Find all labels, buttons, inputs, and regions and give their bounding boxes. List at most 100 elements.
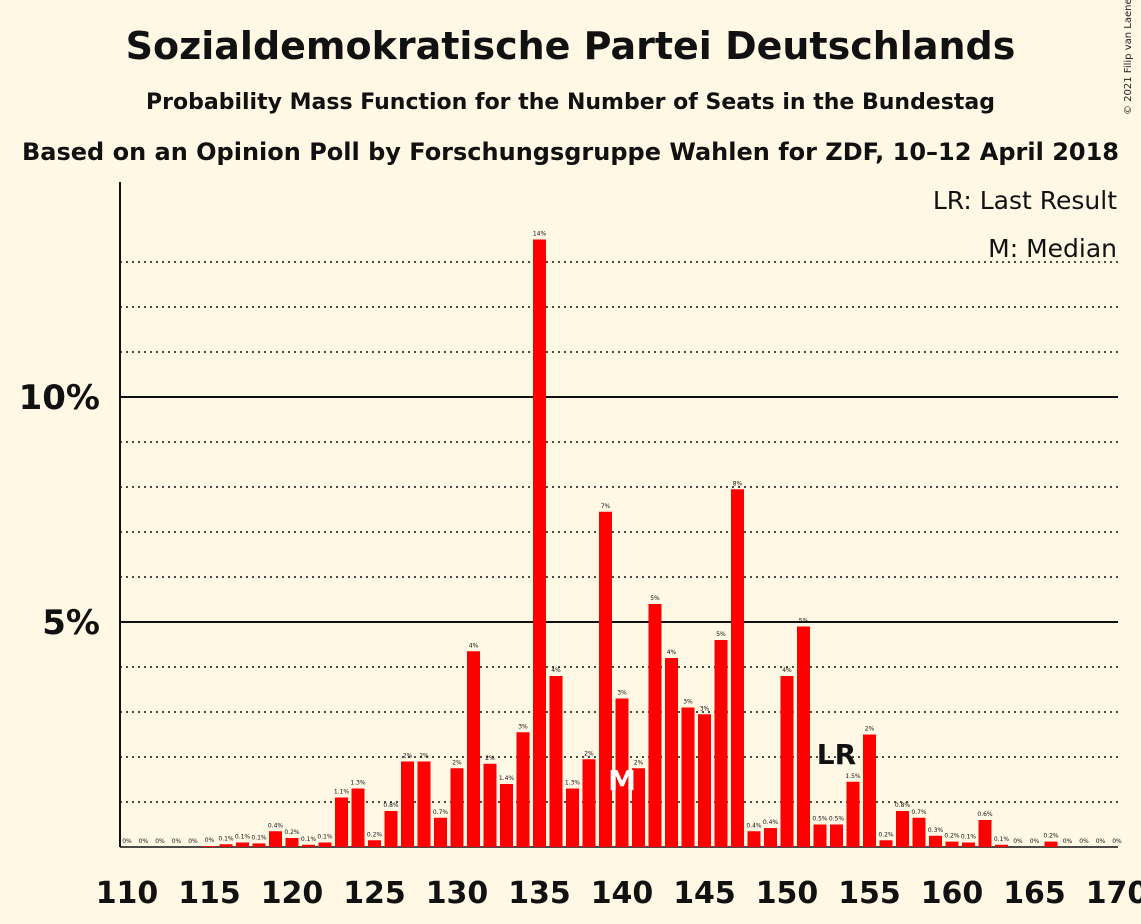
bar-seat-154 [846, 781, 860, 847]
bar-value-label: 0.7% [433, 809, 449, 816]
chart-title: Sozialdemokratische Partei Deutschlands [125, 24, 1016, 68]
x-tick-label: 110 [96, 876, 159, 911]
bar-value-label: 0.1% [251, 834, 267, 841]
bar-value-label: 1.3% [565, 780, 581, 787]
bar-value-label: 2% [865, 726, 875, 733]
bar-seat-120 [285, 838, 299, 847]
bar-value-label: 0.2% [1043, 833, 1059, 840]
bar-value-label: 0.1% [994, 836, 1010, 843]
bar-value-label: 2% [403, 753, 413, 760]
bar-value-label: 0% [1096, 838, 1106, 845]
x-tick-label: 170 [1086, 876, 1141, 911]
bar-seat-128 [417, 761, 431, 847]
bar-value-label: 1.4% [499, 775, 515, 782]
bar-seat-134 [516, 732, 530, 847]
bar-value-label: 0.2% [284, 829, 300, 836]
bar-value-label: 0.1% [317, 834, 333, 841]
bar-value-label: 0.1% [218, 835, 234, 842]
bar-seat-129 [434, 817, 447, 847]
bar-seat-152 [813, 824, 827, 847]
bar-value-label: 3% [683, 699, 693, 706]
bar-value-label: 0% [139, 838, 149, 845]
bar-value-label: 4% [667, 649, 677, 656]
bar-value-label: 0% [1063, 838, 1073, 845]
bar-value-label: 5% [650, 595, 660, 602]
bar-seat-146 [714, 640, 728, 847]
bar-seat-126 [384, 811, 398, 847]
bar-seat-143 [665, 658, 678, 847]
bar-value-label: 0.4% [763, 819, 779, 826]
bar-seat-138 [582, 759, 596, 847]
bar-value-label: 0.6% [977, 811, 993, 818]
bar-seat-116 [219, 844, 233, 847]
bar-value-label: 2% [634, 759, 644, 766]
bar-seat-160 [945, 841, 959, 847]
x-tick-label: 120 [261, 876, 324, 911]
bar-value-label: 0% [205, 837, 215, 844]
bar-seat-151 [797, 626, 810, 847]
bar-value-label: 2% [419, 753, 429, 760]
bar-seat-166 [1044, 841, 1058, 847]
bar-seat-119 [269, 831, 282, 847]
bar-value-label: 2% [452, 759, 462, 766]
chart-subtitle: Probability Mass Function for the Number… [146, 90, 995, 115]
bar-value-label: 1.3% [350, 780, 366, 787]
bar-seat-127 [401, 761, 414, 847]
y-tick-label: 5% [42, 603, 100, 643]
bar-value-label: 5% [799, 618, 809, 625]
bar-seat-155 [863, 734, 876, 847]
bar-seat-137 [566, 788, 579, 847]
bar-seat-147 [731, 489, 744, 847]
bar-value-label: 5% [716, 631, 726, 638]
bar-seat-158 [912, 817, 926, 847]
bar-value-label: 3% [617, 690, 627, 697]
bar-value-label: 3% [518, 723, 528, 730]
x-tick-label: 150 [756, 876, 819, 911]
bar-seat-142 [648, 604, 662, 847]
x-tick-label: 155 [838, 876, 901, 911]
bar-value-label: 0.4% [268, 822, 284, 829]
bar-value-label: 0.8% [895, 802, 911, 809]
bar-seat-159 [929, 835, 942, 847]
bar-seat-157 [896, 811, 909, 847]
bar-seat-156 [879, 840, 893, 847]
bar-value-label: 0% [1030, 838, 1040, 845]
bar-value-label: 4% [551, 667, 561, 674]
bar-value-label: 0.1% [235, 834, 251, 841]
bar-value-label: 2% [584, 750, 594, 757]
x-tick-label: 165 [1003, 876, 1066, 911]
bar-seat-124 [351, 788, 365, 847]
bar-seat-121 [302, 844, 315, 847]
bar-seat-149 [764, 828, 777, 847]
x-tick-label: 160 [921, 876, 984, 911]
bar-value-label: 0% [1013, 838, 1023, 845]
bar-value-label: 2% [485, 755, 495, 762]
x-tick-label: 140 [591, 876, 654, 911]
bar-seat-130 [450, 768, 464, 847]
bar-seat-148 [747, 831, 761, 847]
bar-value-label: 0% [1112, 838, 1122, 845]
bar-value-label: 0.4% [746, 822, 762, 829]
bar-value-label: 0% [1079, 838, 1089, 845]
bar-value-label: 7% [601, 503, 611, 510]
x-tick-label: 125 [343, 876, 406, 911]
bar-seat-163 [995, 844, 1008, 847]
bar-seat-133 [500, 784, 513, 847]
bar-seat-123 [335, 797, 348, 847]
bar-seat-141 [632, 768, 645, 847]
bar-seat-122 [318, 842, 332, 847]
x-tick-label: 130 [426, 876, 489, 911]
legend-last-result: LR: Last Result [933, 186, 1117, 215]
x-tick-label: 115 [178, 876, 241, 911]
bar-value-label: 0% [188, 838, 198, 845]
last-result-marker: LR [817, 738, 856, 771]
bar-seat-136 [549, 676, 563, 847]
bar-seat-144 [681, 707, 695, 847]
bar-value-label: 0.1% [961, 834, 977, 841]
bar-seat-140 [615, 698, 629, 847]
bar-value-label: 4% [782, 667, 792, 674]
bar-seat-135 [533, 239, 546, 847]
bar-seat-161 [962, 842, 975, 847]
bar-value-label: 0.1% [301, 836, 317, 843]
